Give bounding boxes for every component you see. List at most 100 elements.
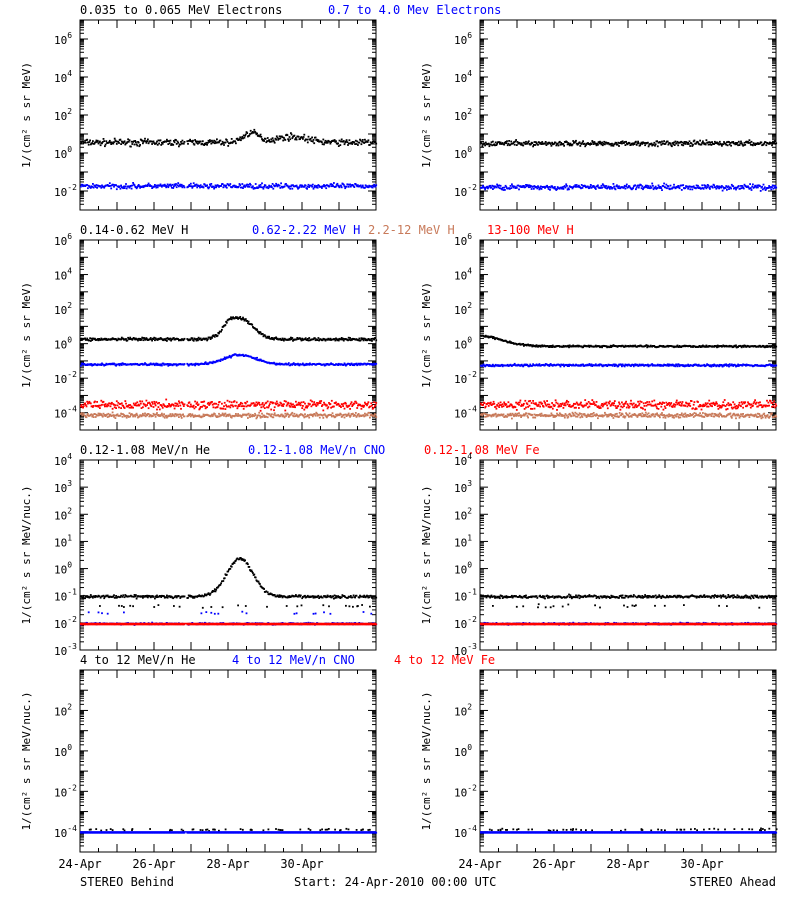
data-point — [775, 346, 777, 348]
data-point — [634, 143, 636, 145]
data-point — [196, 402, 198, 404]
data-point — [256, 133, 258, 135]
data-point — [663, 183, 665, 185]
data-point — [142, 413, 144, 415]
data-point — [217, 335, 219, 337]
data-point — [177, 403, 179, 405]
data-point — [689, 188, 691, 190]
data-point — [83, 413, 85, 415]
data-point — [705, 144, 707, 146]
data-point — [120, 139, 122, 141]
data-point — [193, 340, 195, 342]
data-point — [373, 401, 375, 403]
data-point — [366, 404, 368, 406]
data-point — [245, 403, 247, 405]
data-point — [274, 406, 276, 408]
data-point — [89, 141, 91, 143]
data-point — [306, 188, 308, 190]
data-point — [337, 183, 339, 185]
data-point — [344, 417, 346, 419]
y-tick-label: 100 — [54, 145, 72, 161]
data-point — [191, 337, 193, 339]
data-point — [702, 140, 704, 142]
data-point — [481, 145, 483, 147]
data-point — [565, 187, 567, 189]
data-point — [375, 363, 377, 365]
data-point — [313, 139, 315, 141]
data-point — [528, 140, 530, 142]
data-point — [269, 403, 271, 405]
data-point — [103, 140, 105, 142]
data-point — [86, 406, 88, 408]
data-point — [613, 145, 615, 147]
data-point — [565, 183, 567, 185]
data-point — [229, 183, 231, 185]
data-point — [708, 185, 710, 187]
data-point — [597, 185, 599, 187]
data-point — [213, 406, 215, 408]
data-point — [189, 401, 191, 403]
data-point — [605, 185, 607, 187]
data-point — [363, 405, 365, 407]
data-point — [148, 183, 150, 185]
data-point — [115, 417, 117, 419]
data-point — [668, 186, 670, 188]
data-point — [311, 137, 313, 139]
data-point — [110, 188, 112, 190]
data-point — [721, 145, 723, 147]
data-point — [210, 183, 212, 185]
data-point — [331, 400, 333, 402]
data-point — [284, 186, 286, 188]
data-point — [118, 407, 120, 409]
data-point — [96, 187, 98, 189]
data-point — [660, 187, 662, 189]
data-point — [361, 143, 363, 145]
data-point — [371, 405, 373, 407]
data-point — [159, 409, 161, 411]
data-point — [305, 337, 307, 339]
data-point — [335, 186, 337, 188]
data-point — [137, 340, 139, 342]
data-point — [127, 340, 129, 342]
data-point — [350, 403, 352, 405]
data-point — [304, 413, 306, 415]
series-tan — [80, 412, 377, 420]
data-point — [348, 186, 350, 188]
data-point — [701, 184, 703, 186]
data-point — [169, 142, 171, 144]
data-point — [303, 134, 305, 136]
data-point — [116, 143, 118, 145]
data-point — [260, 184, 262, 186]
data-point — [368, 401, 370, 403]
data-point — [236, 402, 238, 404]
data-point — [93, 416, 95, 418]
data-point — [595, 188, 597, 190]
data-point — [124, 140, 126, 142]
data-point — [363, 340, 365, 342]
data-point — [356, 407, 358, 409]
data-point — [636, 144, 638, 146]
data-point — [291, 337, 293, 339]
data-point — [129, 412, 131, 414]
data-point — [89, 140, 91, 142]
data-point — [146, 142, 148, 144]
data-point — [322, 410, 324, 412]
data-point — [174, 415, 176, 417]
data-point — [184, 338, 186, 340]
data-point — [161, 413, 163, 415]
data-point — [689, 145, 691, 147]
data-point — [239, 316, 241, 318]
data-point — [697, 185, 699, 187]
data-point — [183, 143, 185, 145]
data-point — [341, 139, 343, 141]
data-point — [158, 402, 160, 404]
data-point — [749, 139, 751, 141]
data-point — [239, 405, 241, 407]
data-point — [719, 141, 721, 143]
series-red — [80, 399, 377, 412]
data-point — [142, 142, 144, 144]
data-point — [268, 139, 270, 141]
data-point — [92, 183, 94, 185]
data-point — [139, 144, 141, 146]
data-point — [349, 139, 351, 141]
